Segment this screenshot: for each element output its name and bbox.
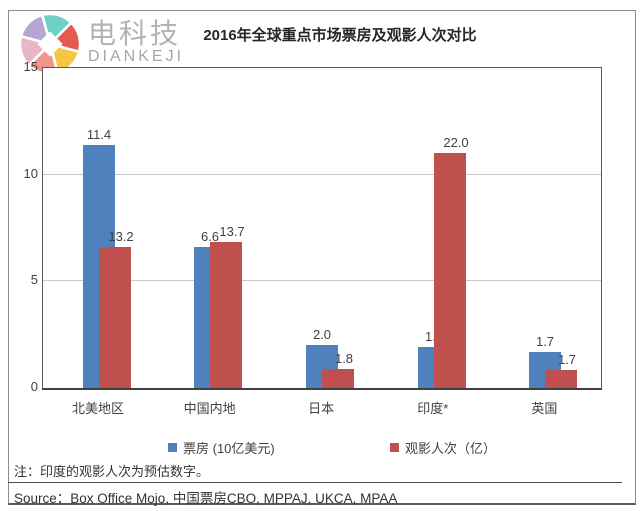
bar-value-label: 6.6	[200, 229, 220, 244]
bar-value-label: 1.7	[557, 352, 577, 367]
bar-value-label: 11.4	[86, 127, 112, 142]
bar-value-label: 13.2	[108, 229, 134, 244]
bar-admissions-3	[434, 153, 466, 388]
bar-admissions-0	[99, 247, 131, 388]
legend-entry-admissions: 观影人次（亿）	[390, 438, 496, 457]
bar-value-label: 13.7	[219, 224, 245, 239]
y-tick-0: 0	[30, 379, 38, 394]
gridline-5	[43, 280, 601, 282]
bar-admissions-2	[322, 369, 354, 388]
x-label-2: 日本	[308, 401, 335, 416]
footer-divider	[8, 482, 622, 483]
logo-text-en: DIANKEJI	[88, 48, 185, 65]
bar-value-label: 22.0	[443, 135, 469, 150]
bar-admissions-1	[210, 242, 242, 388]
legend-label-admissions: 观影人次（亿）	[405, 441, 497, 456]
y-tick-5: 5	[30, 272, 38, 288]
x-label-3: 印度*	[417, 401, 449, 416]
bar-value-label: 1.7	[535, 334, 555, 349]
chart-title: 2016年全球重点市场票房及观影人次对比	[203, 27, 477, 44]
x-label-4: 英国	[531, 401, 558, 416]
legend-swatch-red	[390, 443, 399, 452]
plot-area: 11.413.26.613.72.01.81.922.01.71.7	[42, 67, 602, 390]
legend-swatch-blue	[168, 443, 177, 452]
logo-text-cn: 电科技	[88, 18, 182, 49]
footnote: 注：印度的观影人次为预估数字。	[14, 464, 210, 479]
legend-label-boxoffice: 票房 (10亿美元)	[183, 441, 275, 456]
logo-wordmark: 电科技 DIANKEJI	[88, 12, 184, 66]
bar-value-label: 1.8	[334, 351, 354, 366]
bar-admissions-4	[545, 370, 577, 388]
gridline-10	[43, 173, 601, 175]
bar-value-label: 2.0	[312, 327, 332, 342]
source-line: Source：Box Office Mojo, 中国票房CBO, MPPAJ, …	[14, 491, 398, 506]
legend-entry-boxoffice: 票房 (10亿美元)	[168, 438, 275, 457]
x-label-0: 北美地区	[71, 401, 124, 416]
logo-petal	[19, 13, 52, 46]
x-label-1: 中国内地	[183, 401, 236, 416]
y-tick-15: 15	[23, 59, 38, 74]
y-tick-10: 10	[23, 165, 38, 181]
